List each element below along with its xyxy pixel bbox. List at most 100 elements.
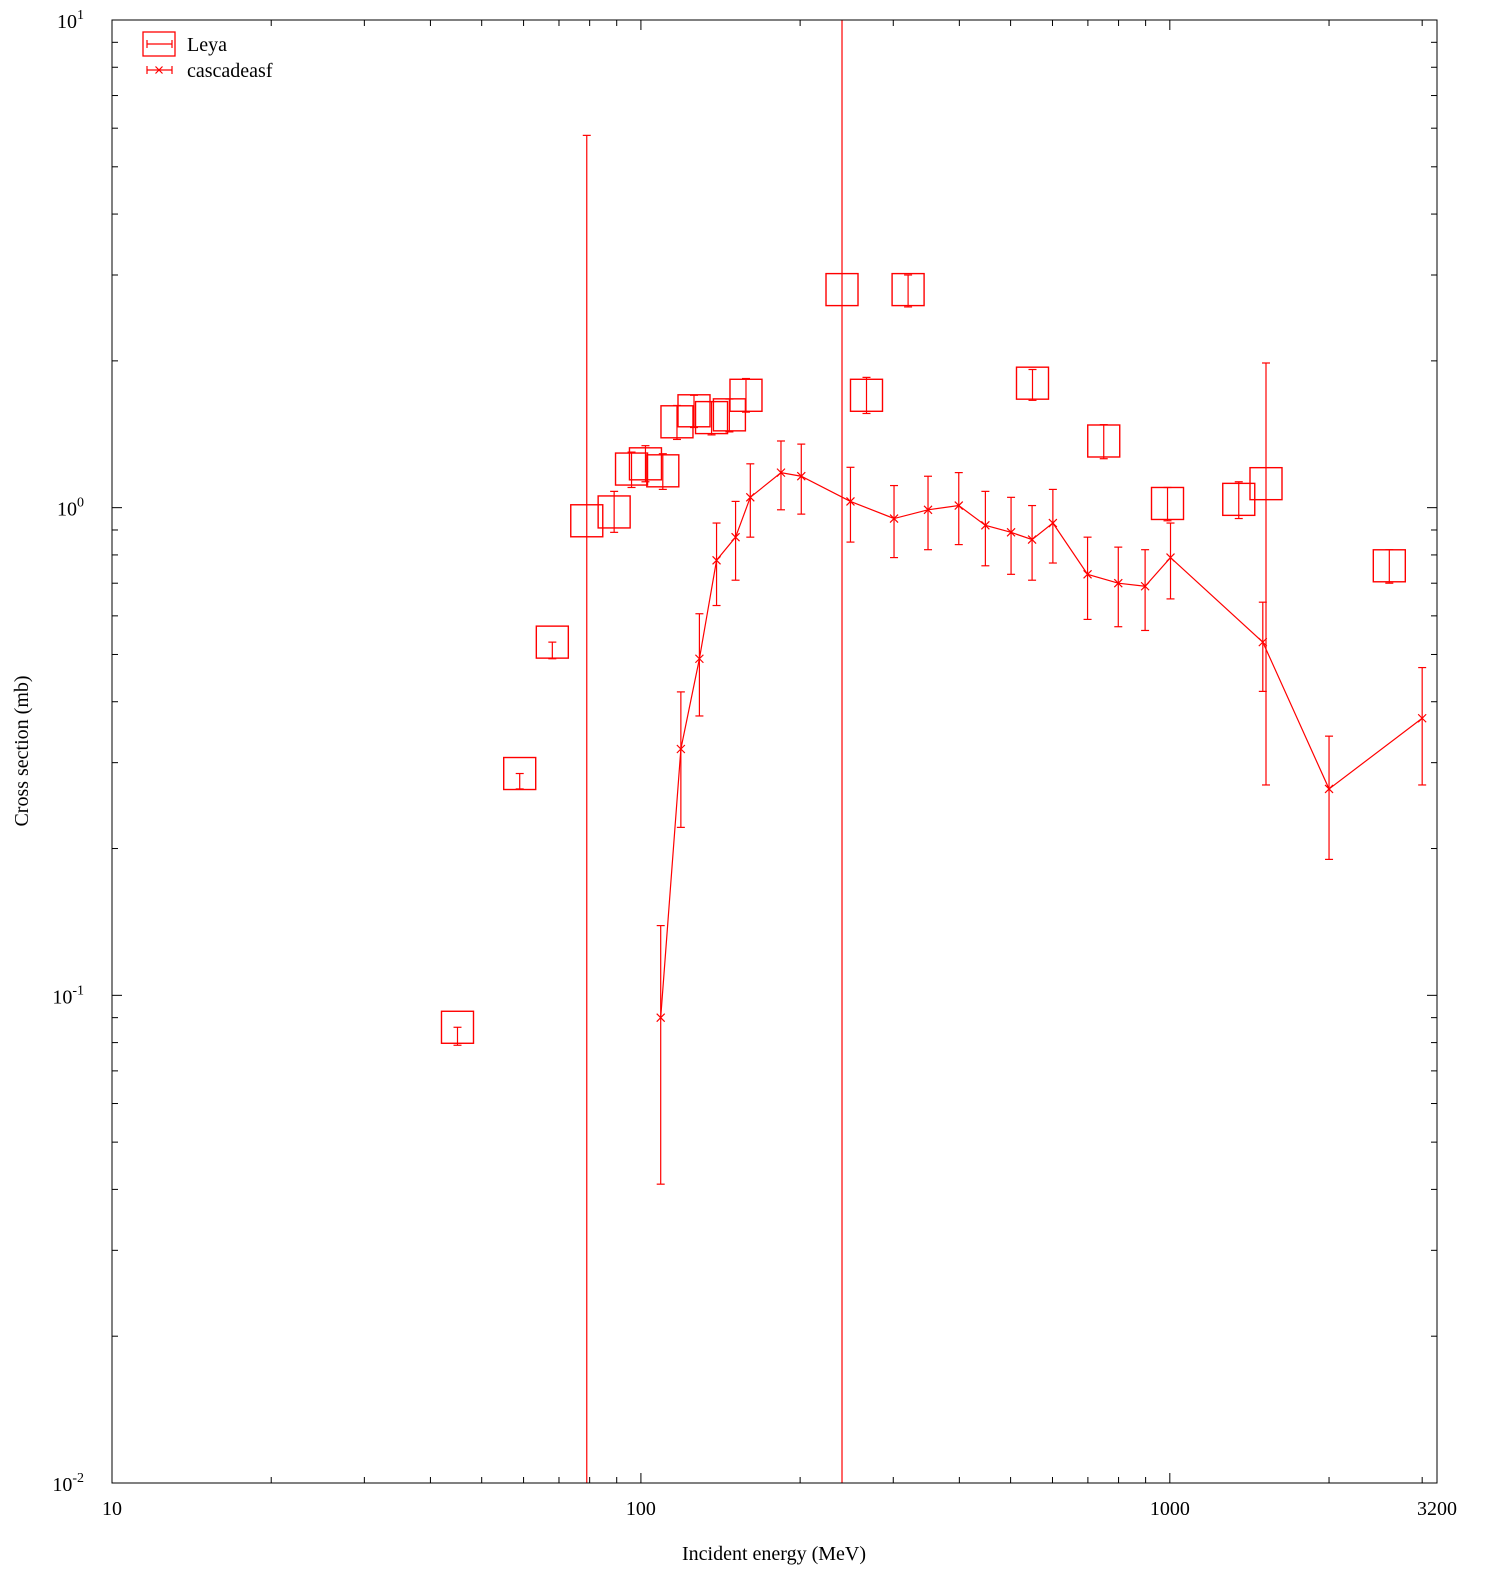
series-cascadeasf bbox=[656, 440, 1427, 1185]
square-marker bbox=[503, 756, 537, 791]
data-point bbox=[628, 445, 663, 483]
square-marker bbox=[694, 400, 729, 435]
data-point bbox=[891, 272, 925, 308]
data-point bbox=[656, 924, 666, 1185]
legend-label-leya: Leya bbox=[187, 34, 227, 56]
square-marker bbox=[849, 378, 884, 412]
data-point bbox=[1015, 366, 1050, 401]
data-point bbox=[1249, 362, 1283, 786]
x-marker bbox=[1417, 713, 1427, 723]
data-point bbox=[1417, 666, 1427, 786]
axis-tick-labels: 10 100 1000 3200 10-2 10-1 100 101 bbox=[52, 8, 1457, 1520]
x-marker bbox=[923, 505, 933, 515]
data-point bbox=[1113, 546, 1123, 628]
x-marker bbox=[1006, 527, 1016, 537]
square-marker bbox=[729, 378, 763, 412]
square-marker bbox=[1372, 549, 1407, 583]
y-tick-label: 10-1 bbox=[52, 983, 84, 1008]
x-axis-title: Incident energy (MeV) bbox=[682, 1543, 866, 1565]
data-point bbox=[980, 490, 990, 567]
data-point bbox=[846, 466, 855, 543]
legend-entry-leya: Leya bbox=[142, 31, 227, 57]
x-marker bbox=[776, 468, 786, 478]
data-point bbox=[849, 376, 884, 415]
legend-x-marker bbox=[155, 66, 163, 74]
square-marker bbox=[628, 447, 663, 481]
data-point bbox=[1083, 536, 1092, 621]
square-marker bbox=[535, 625, 570, 659]
data-point bbox=[1150, 486, 1185, 522]
x-marker bbox=[980, 520, 990, 530]
square-marker bbox=[891, 272, 925, 307]
square-marker bbox=[1015, 366, 1050, 400]
x-tick-label: 10 bbox=[102, 1498, 122, 1520]
x-marker bbox=[846, 496, 855, 506]
legend-entry-cascadeasf: cascadeasf bbox=[146, 60, 273, 82]
data-point bbox=[923, 475, 933, 551]
x-tick-label: 1000 bbox=[1150, 1498, 1190, 1520]
y-tick-label: 101 bbox=[57, 8, 84, 33]
data-point bbox=[1166, 522, 1175, 600]
data-point bbox=[745, 463, 755, 538]
x-marker bbox=[1258, 637, 1268, 647]
plot-frame bbox=[111, 19, 1438, 1484]
data-point bbox=[694, 400, 729, 436]
data-point bbox=[597, 490, 631, 533]
series-line bbox=[660, 471, 1423, 1018]
data-point bbox=[570, 134, 604, 1483]
series-leya bbox=[440, 20, 1407, 1483]
y-tick-label: 10-2 bbox=[52, 1471, 84, 1496]
square-marker bbox=[825, 272, 859, 307]
square-marker bbox=[646, 454, 680, 488]
data-point bbox=[712, 522, 721, 607]
data-point bbox=[1258, 601, 1268, 692]
square-marker bbox=[660, 405, 694, 439]
data-point bbox=[1006, 496, 1016, 575]
data-point bbox=[440, 1010, 475, 1046]
data-point bbox=[535, 625, 570, 660]
x-tick-label: 3200 bbox=[1417, 1498, 1457, 1520]
data-point bbox=[731, 500, 740, 581]
data-point bbox=[1048, 488, 1058, 564]
x-marker bbox=[712, 555, 721, 565]
data-point bbox=[729, 377, 763, 413]
data-point bbox=[1372, 549, 1407, 584]
data-point bbox=[677, 394, 711, 429]
data-point bbox=[776, 440, 786, 511]
x-marker bbox=[656, 1013, 666, 1023]
x-marker bbox=[954, 501, 964, 510]
data-point bbox=[825, 20, 859, 1483]
data-point bbox=[889, 484, 899, 559]
y-axis-title: Cross section (mb) bbox=[11, 675, 33, 826]
x-marker bbox=[889, 514, 899, 523]
x-marker bbox=[1324, 784, 1334, 794]
y-tick-label: 100 bbox=[57, 496, 84, 521]
x-marker bbox=[1166, 553, 1175, 563]
x-marker bbox=[1027, 535, 1037, 545]
data-point bbox=[694, 613, 704, 717]
x-marker bbox=[1113, 578, 1123, 588]
data-point bbox=[660, 404, 694, 441]
legend-label-cascadeasf: cascadeasf bbox=[187, 60, 273, 82]
square-marker bbox=[597, 495, 631, 529]
square-marker bbox=[1087, 424, 1121, 458]
data-point bbox=[676, 691, 686, 828]
square-marker bbox=[1150, 486, 1185, 521]
square-marker bbox=[570, 504, 604, 538]
square-marker bbox=[614, 452, 649, 486]
data-point bbox=[1087, 424, 1121, 460]
x-marker bbox=[796, 471, 806, 481]
data-point bbox=[646, 453, 680, 491]
x-marker bbox=[731, 532, 740, 542]
x-marker bbox=[745, 492, 755, 502]
data-point bbox=[503, 756, 537, 791]
x-marker bbox=[676, 744, 686, 754]
square-marker bbox=[1249, 466, 1283, 501]
legend: Leya cascadeasf bbox=[142, 31, 273, 82]
legend-square-marker bbox=[142, 31, 176, 57]
square-marker bbox=[677, 394, 711, 428]
data-point bbox=[1140, 549, 1150, 632]
data-point bbox=[796, 443, 806, 515]
x-marker bbox=[1140, 581, 1150, 591]
